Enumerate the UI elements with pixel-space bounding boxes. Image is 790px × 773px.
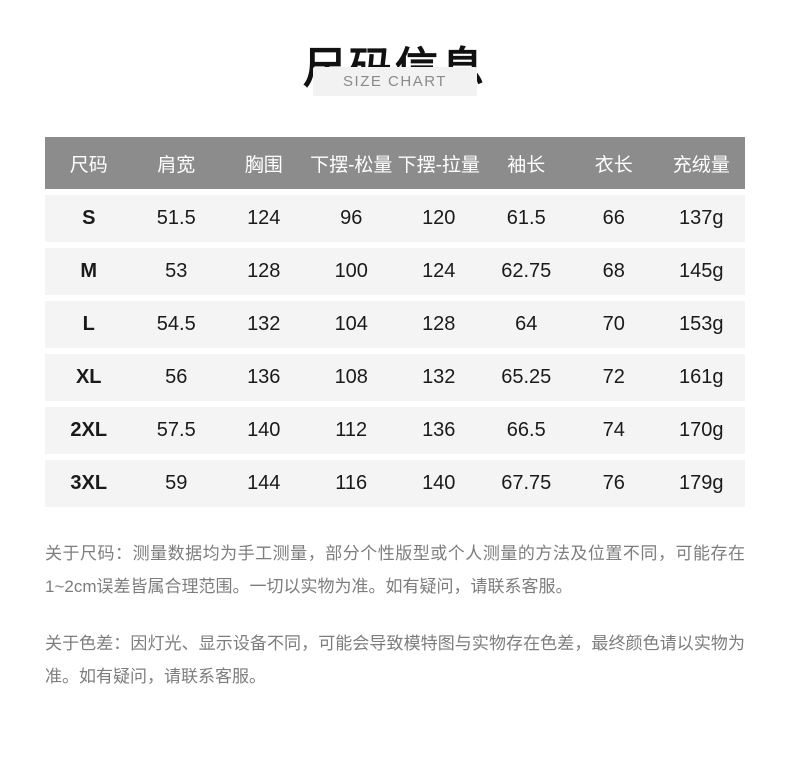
cell-length: 66 xyxy=(602,207,625,229)
cell-down-fill: 153g xyxy=(679,313,724,335)
column-header-shoulder: 肩宽 xyxy=(157,154,196,176)
cell-shoulder: 53 xyxy=(165,260,188,282)
cell-size: 3XL xyxy=(70,472,108,494)
cell-sleeve: 67.75 xyxy=(501,472,552,494)
cell-size: 2XL xyxy=(70,419,108,441)
subtitle-badge-wrap: SIZE CHART xyxy=(0,67,790,96)
cell-chest: 140 xyxy=(247,419,281,441)
size-table-header-row: 尺码 肩宽 胸围 下摆-松量 下摆-拉量 袖长 衣长 充绒量 xyxy=(45,137,745,189)
cell-hem-stretched: 132 xyxy=(422,366,456,388)
cell-down-fill: 145g xyxy=(679,260,724,282)
subtitle-badge: SIZE CHART xyxy=(313,67,477,96)
cell-hem-stretched: 136 xyxy=(422,419,456,441)
cell-sleeve: 66.5 xyxy=(506,419,546,441)
cell-hem-relaxed: 96 xyxy=(340,207,363,229)
cell-chest: 136 xyxy=(247,366,281,388)
cell-size: L xyxy=(82,313,95,335)
cell-shoulder: 59 xyxy=(165,472,188,494)
cell-down-fill: 179g xyxy=(679,472,724,494)
cell-length: 70 xyxy=(602,313,625,335)
cell-hem-relaxed: 112 xyxy=(335,419,368,441)
note-color-disclaimer: 关于色差：因灯光、显示设备不同，可能会导致模特图与实物存在色差，最终颜色请以实物… xyxy=(45,634,745,686)
cell-down-fill: 161g xyxy=(679,366,724,388)
cell-down-fill: 170g xyxy=(679,419,724,441)
cell-hem-relaxed: 108 xyxy=(334,366,368,388)
cell-chest: 128 xyxy=(247,260,281,282)
cell-shoulder: 54.5 xyxy=(156,313,196,335)
table-row-xl: XL 56 136 108 132 65.25 72 161g xyxy=(45,354,745,401)
table-row-2xl: 2XL 57.5 140 112 136 66.5 74 170g xyxy=(45,407,745,454)
cell-down-fill: 137g xyxy=(679,207,724,229)
cell-length: 68 xyxy=(602,260,625,282)
cell-hem-stretched: 120 xyxy=(422,207,456,229)
cell-hem-relaxed: 116 xyxy=(335,472,368,494)
cell-size: M xyxy=(80,260,98,282)
cell-sleeve: 64 xyxy=(515,313,538,335)
cell-chest: 144 xyxy=(247,472,281,494)
cell-sleeve: 65.25 xyxy=(501,366,552,388)
column-header-length: 衣长 xyxy=(594,154,633,176)
cell-hem-stretched: 128 xyxy=(422,313,456,335)
table-row-l: L 54.5 132 104 128 64 70 153g xyxy=(45,301,745,348)
cell-size: XL xyxy=(75,366,102,388)
column-header-down-fill: 充绒量 xyxy=(672,154,730,176)
cell-hem-relaxed: 100 xyxy=(334,260,368,282)
table-row-m: M 53 128 100 124 62.75 68 145g xyxy=(45,248,745,295)
cell-shoulder: 56 xyxy=(165,366,188,388)
column-header-hem-stretched: 下摆-拉量 xyxy=(397,154,480,176)
cell-length: 74 xyxy=(602,419,625,441)
cell-chest: 132 xyxy=(247,313,281,335)
note-size-disclaimer: 关于尺码：测量数据均为手工测量，部分个性版型或个人测量的方法及位置不同，可能存在… xyxy=(45,544,745,596)
table-row-s: S 51.5 124 96 120 61.5 66 137g xyxy=(45,195,745,242)
column-header-hem-relaxed: 下摆-松量 xyxy=(310,154,393,176)
cell-length: 76 xyxy=(602,472,625,494)
column-header-sleeve: 袖长 xyxy=(507,154,546,176)
column-header-chest: 胸围 xyxy=(244,154,283,176)
cell-sleeve: 61.5 xyxy=(506,207,546,229)
cell-length: 72 xyxy=(602,366,625,388)
cell-shoulder: 51.5 xyxy=(156,207,196,229)
page-title: 尺码信息 xyxy=(0,0,790,93)
cell-shoulder: 57.5 xyxy=(156,419,196,441)
size-table: 尺码 肩宽 胸围 下摆-松量 下摆-拉量 袖长 衣长 充绒量 S 51.5 12… xyxy=(45,137,745,507)
cell-sleeve: 62.75 xyxy=(501,260,552,282)
cell-hem-relaxed: 104 xyxy=(334,313,368,335)
cell-size: S xyxy=(82,207,96,229)
cell-hem-stretched: 140 xyxy=(422,472,456,494)
cell-hem-stretched: 124 xyxy=(422,260,456,282)
column-header-size: 尺码 xyxy=(69,154,108,176)
table-row-3xl: 3XL 59 144 116 140 67.75 76 179g xyxy=(45,460,745,507)
cell-chest: 124 xyxy=(247,207,281,229)
